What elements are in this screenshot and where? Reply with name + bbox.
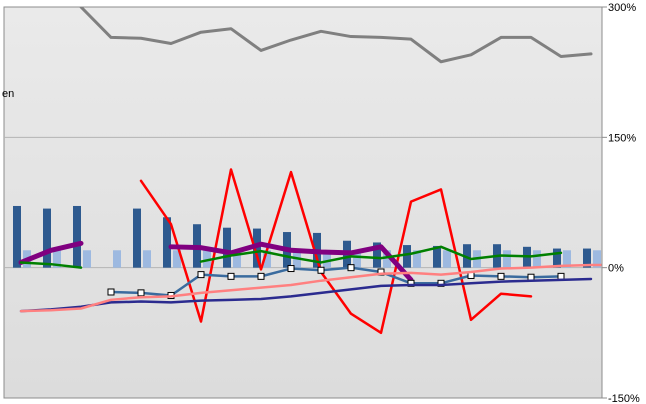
bar bbox=[463, 244, 471, 268]
series-line bbox=[79, 7, 593, 64]
bar bbox=[43, 208, 51, 268]
data-point-marker bbox=[437, 279, 445, 287]
series-line bbox=[168, 241, 414, 283]
y-axis: 300% 150% 0% -150% bbox=[601, 2, 640, 404]
bar bbox=[173, 250, 181, 268]
y-tick-label: 0% bbox=[608, 263, 624, 275]
bar bbox=[413, 250, 421, 268]
bar bbox=[53, 249, 61, 268]
bar bbox=[233, 250, 241, 268]
bar bbox=[13, 205, 21, 268]
bar bbox=[263, 250, 271, 268]
data-point-marker bbox=[407, 279, 415, 287]
data-point-marker bbox=[227, 272, 235, 280]
data-point-marker bbox=[287, 265, 295, 273]
data-point-marker bbox=[197, 271, 205, 279]
bar bbox=[73, 205, 81, 268]
bar bbox=[503, 250, 511, 268]
series-line bbox=[139, 168, 533, 335]
y-tick-label: -150% bbox=[608, 393, 640, 404]
bar bbox=[443, 250, 451, 268]
data-point-marker bbox=[497, 272, 505, 280]
bar bbox=[373, 242, 381, 268]
bar bbox=[563, 250, 571, 268]
series-line bbox=[19, 263, 602, 313]
bar bbox=[323, 250, 331, 268]
plot-area bbox=[3, 6, 603, 399]
y-tick-label: 150% bbox=[608, 132, 636, 144]
series-line bbox=[109, 266, 563, 297]
line-layer bbox=[18, 7, 602, 335]
bar bbox=[583, 248, 591, 268]
bar bbox=[203, 250, 211, 268]
data-point-marker bbox=[317, 266, 325, 274]
side-label: en bbox=[2, 88, 14, 100]
bar bbox=[553, 248, 561, 268]
data-point-marker bbox=[527, 273, 535, 281]
bar bbox=[253, 228, 261, 268]
bar bbox=[623, 250, 631, 267]
series-line bbox=[19, 277, 593, 313]
data-point-marker bbox=[557, 272, 565, 280]
series-line bbox=[199, 245, 563, 264]
bar bbox=[533, 250, 541, 268]
data-point-marker bbox=[347, 264, 355, 272]
bar bbox=[593, 250, 601, 268]
data-point-marker bbox=[377, 268, 385, 276]
bar bbox=[163, 217, 171, 268]
bar bbox=[433, 245, 441, 268]
series-line bbox=[18, 240, 84, 265]
bar bbox=[143, 250, 151, 268]
bar bbox=[353, 250, 361, 268]
data-point-marker bbox=[107, 288, 115, 296]
bar bbox=[223, 227, 231, 268]
bar bbox=[133, 208, 141, 268]
bar bbox=[383, 250, 391, 268]
bar bbox=[83, 250, 91, 268]
bar bbox=[113, 250, 121, 268]
y-tick-label: 300% bbox=[608, 2, 636, 14]
bar bbox=[403, 245, 411, 268]
series-line bbox=[19, 261, 83, 269]
data-point-marker bbox=[137, 289, 145, 297]
data-point-marker bbox=[257, 272, 265, 280]
